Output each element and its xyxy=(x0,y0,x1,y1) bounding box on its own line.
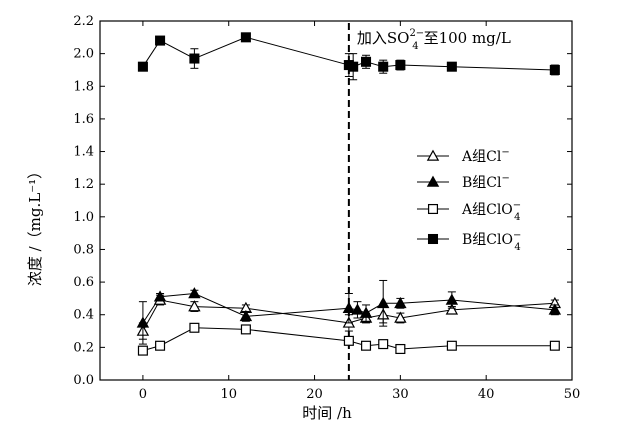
x-tick-label: 20 xyxy=(306,387,323,402)
plot-frame xyxy=(99,20,573,381)
y-tick-label: 1.6 xyxy=(73,112,94,127)
data-point-series-2 xyxy=(361,340,372,351)
data-point-series-2 xyxy=(343,335,354,346)
legend-marker-0 xyxy=(426,149,440,161)
series-markers xyxy=(136,32,562,356)
x-tick-label: 10 xyxy=(220,387,237,402)
x-tick-label: 40 xyxy=(478,387,495,402)
data-point-series-3 xyxy=(348,61,359,72)
data-point-series-1 xyxy=(239,309,253,322)
legend-label-b-cl: B组Cl− xyxy=(462,173,510,191)
y-tick-label: 1.2 xyxy=(73,177,94,192)
data-point-series-2 xyxy=(395,343,406,355)
legend-label-a-clo4: A组ClO− 4 xyxy=(461,200,521,223)
y-tick-label: 1.8 xyxy=(73,79,94,94)
y-tick-label: 1.0 xyxy=(73,210,94,225)
data-point-series-2 xyxy=(378,339,389,350)
legend-marker-2 xyxy=(427,203,439,215)
data-point-series-2 xyxy=(549,340,560,351)
annotation-label-sub: 4 xyxy=(412,41,418,52)
x-tick-label: 50 xyxy=(564,387,581,402)
y-tick-label: 0.2 xyxy=(73,340,94,355)
legend-label-a-cl: A组Cl− xyxy=(461,147,510,165)
y-tick-label: 0.4 xyxy=(73,308,94,323)
y-tick-label: 2.0 xyxy=(73,47,94,62)
plot-area-border xyxy=(99,20,573,381)
annotation-label-tail: 至100 mg/L xyxy=(424,29,511,47)
data-point-series-1 xyxy=(548,303,562,315)
data-point-series-0 xyxy=(188,300,201,312)
legend-markers xyxy=(426,149,440,245)
data-point-series-3 xyxy=(137,61,148,72)
y-tick-label: 0.0 xyxy=(73,373,94,388)
data-point-series-3 xyxy=(189,53,200,64)
y-tick-label: 0.6 xyxy=(73,275,94,290)
data-point-series-2 xyxy=(189,322,200,333)
x-tick-label: 0 xyxy=(139,387,147,402)
data-point-series-1 xyxy=(153,290,167,302)
series-line-0 xyxy=(142,299,555,332)
data-point-series-1 xyxy=(394,296,407,309)
data-point-series-1 xyxy=(188,287,201,299)
data-point-series-3 xyxy=(395,60,406,71)
data-point-series-3 xyxy=(446,61,457,72)
y-tick-label: 1.4 xyxy=(73,145,94,160)
x-tick-label: 30 xyxy=(392,387,409,402)
data-point-series-2 xyxy=(240,324,251,335)
data-point-series-1 xyxy=(359,306,373,318)
x-axis-label: 时间 /h xyxy=(302,404,352,422)
data-point-series-0 xyxy=(394,311,407,323)
y-tick-label: 0.8 xyxy=(73,242,94,257)
data-point-series-1 xyxy=(445,293,459,305)
data-point-series-3 xyxy=(240,32,251,43)
y-axis-label: 浓度 /（mg.L⁻¹） xyxy=(26,164,44,286)
series-line-2 xyxy=(142,327,555,352)
legend-marker-1 xyxy=(426,175,440,187)
legend-marker-3 xyxy=(427,233,439,245)
data-point-series-3 xyxy=(361,56,372,67)
data-point-series-1 xyxy=(342,301,356,313)
data-point-series-3 xyxy=(549,64,560,75)
data-point-series-0 xyxy=(445,303,459,315)
annotation-label-main: 加入SO xyxy=(357,29,410,47)
legend-label-b-clo4: B组ClO− 4 xyxy=(462,230,521,253)
data-point-series-3 xyxy=(155,35,166,46)
data-point-series-2 xyxy=(137,345,148,356)
axis-ticks: 0 10 20 30 40 50 0.0 0.2 0.4 0.6 0.8 1.0 1.2 1.4 1.6 1.… xyxy=(73,14,580,402)
data-point-series-2 xyxy=(155,340,166,351)
data-point-series-2 xyxy=(446,340,457,351)
y-tick-label: 2.2 xyxy=(73,14,94,29)
data-point-series-1 xyxy=(376,296,390,309)
annotation-label: 加入SO2− 4 至100 mg/L xyxy=(357,28,511,52)
annotation-label-sup: 2− xyxy=(409,28,424,39)
data-point-series-3 xyxy=(378,61,389,72)
legend: A组Cl− B组Cl− A组ClO− 4 B组ClO− 4 xyxy=(417,147,521,253)
data-point-series-1 xyxy=(351,303,364,315)
data-point-series-1 xyxy=(136,316,150,328)
